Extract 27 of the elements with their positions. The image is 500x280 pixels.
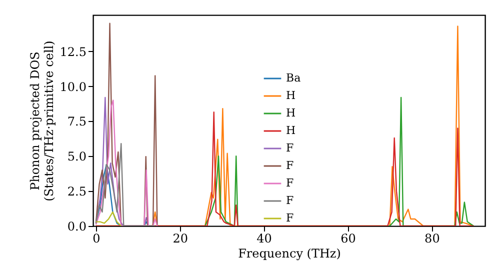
x-tick-label: 0 xyxy=(92,232,100,246)
line-series xyxy=(95,142,156,226)
x-tick-label: 80 xyxy=(424,232,440,246)
y-tick-label: 7.5 xyxy=(67,114,86,129)
legend-label: F xyxy=(286,176,294,190)
line-series xyxy=(95,22,158,226)
legend-label: F xyxy=(286,142,294,154)
y-tick-label: 2.5 xyxy=(67,184,86,199)
legend-label: F xyxy=(286,212,294,224)
y-tick-label: 0.0 xyxy=(67,220,86,234)
x-tick-label: 40 xyxy=(256,232,272,246)
line-series xyxy=(95,100,158,226)
legend-label: H xyxy=(286,89,296,102)
y-tick-label: 5.0 xyxy=(67,150,86,164)
y-axis-title: Phonon projected DOS (States/THz·primitive cell) xyxy=(28,40,56,202)
line-series xyxy=(95,96,149,226)
legend-label: F xyxy=(286,194,294,207)
line-series xyxy=(95,211,122,226)
y-tick-label: 10.0 xyxy=(60,80,86,94)
x-tick-label: 20 xyxy=(172,232,188,246)
y-tick-label: 12.5 xyxy=(60,44,86,59)
legend-label: F xyxy=(286,159,294,172)
legend-label: H xyxy=(286,124,296,137)
legend-label: H xyxy=(286,106,296,120)
legend-label: Ba xyxy=(286,72,302,84)
x-axis-title: Frequency (THz) xyxy=(238,246,341,260)
x-tick-label: 60 xyxy=(340,232,356,246)
